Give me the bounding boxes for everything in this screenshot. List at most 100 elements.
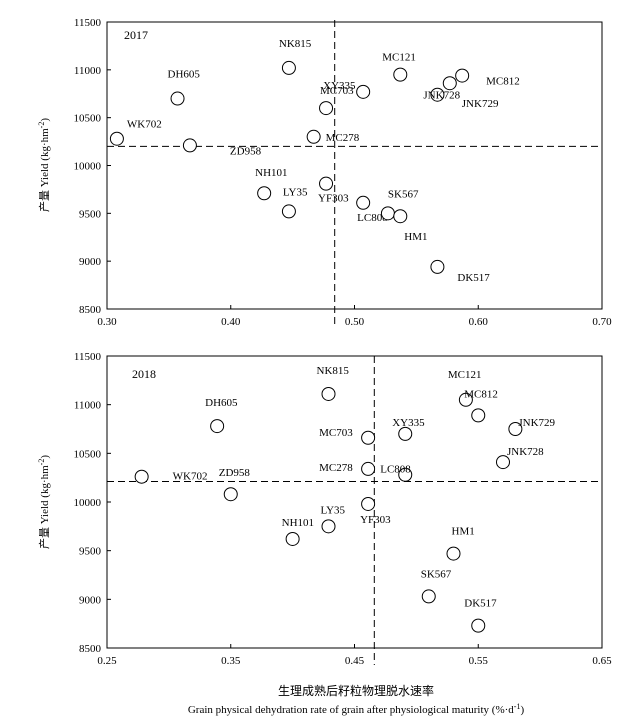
x-tick-label: 0.60 xyxy=(469,316,489,328)
data-label-wk702: WK702 xyxy=(173,471,208,483)
data-label-mc703: MC703 xyxy=(320,85,354,97)
data-point-jnk728 xyxy=(496,455,510,470)
x-axis-title-en: Grain physical dehydration rate of grain… xyxy=(188,702,525,716)
data-point-yf303 xyxy=(319,176,334,191)
y-axis-title-sup: -2 xyxy=(37,459,46,466)
point-group: WK702 ZD958 DH605 NK815 NH101 LY35 YF303 MC278 M… xyxy=(134,365,556,633)
data-point-mc703 xyxy=(319,101,334,116)
data-point-zd958 xyxy=(223,487,238,502)
x-tick-label: 0.45 xyxy=(345,655,365,667)
data-label-xy335: XY335 xyxy=(323,80,356,92)
data-label-nk815: NK815 xyxy=(317,365,350,377)
data-point-mc703 xyxy=(361,430,376,445)
panel-2018: 2018 0.25 0.35 0.45 0.55 0.65 8500 9000 9500 100… xyxy=(37,351,612,667)
x-tick-label: 0.65 xyxy=(592,655,612,667)
data-point-yf303 xyxy=(361,496,376,511)
y-axis-title-cn: 产量 xyxy=(37,527,51,549)
data-label-mc121: MC121 xyxy=(382,52,416,64)
data-point-mc278 xyxy=(306,129,321,144)
data-label-mc812: MC812 xyxy=(486,76,520,88)
point-group: WK702 DH605 ZD958 NK815 NH101 LY35 MC278 YF303 M… xyxy=(109,38,520,284)
data-point-dh605 xyxy=(170,91,185,106)
y-tick-label: 9000 xyxy=(79,256,102,268)
data-point-mc278 xyxy=(361,461,376,476)
panel-year-label: 2018 xyxy=(132,367,156,381)
data-label-sk567: SK567 xyxy=(421,568,452,580)
data-point-jnk729 xyxy=(442,76,457,91)
x-axis-title-en-text: Grain physical dehydration rate of grain… xyxy=(188,704,514,716)
data-point-dk517 xyxy=(430,259,445,274)
data-label-mc121: MC121 xyxy=(448,369,482,381)
data-point-mc121 xyxy=(393,67,408,82)
y-axis-title: 产量 Yield (kg·hm-2) xyxy=(37,118,51,212)
y-tick-label: 11000 xyxy=(74,65,102,77)
data-label-hm1: HM1 xyxy=(452,526,475,538)
data-label-yf303: YF303 xyxy=(360,514,391,526)
data-point-nk815 xyxy=(321,386,336,401)
data-point-ly35 xyxy=(281,204,296,219)
data-label-mc278: MC278 xyxy=(319,462,353,474)
data-point-lc808 xyxy=(356,195,371,210)
data-point-wk702 xyxy=(109,131,124,146)
data-label-dk517: DK517 xyxy=(457,272,490,284)
y-axis-title-sup: -2 xyxy=(37,122,46,129)
x-tick-label: 0.25 xyxy=(97,655,117,667)
y-tick-label: 11500 xyxy=(74,351,102,363)
data-point-lc808 xyxy=(398,467,413,482)
data-label-nk815: NK815 xyxy=(279,38,312,50)
data-label-dk517: DK517 xyxy=(464,598,497,610)
data-point-dk517 xyxy=(471,618,486,633)
data-point-jnk729 xyxy=(508,422,523,436)
data-point-jnk728 xyxy=(430,87,445,102)
data-point-mc812 xyxy=(455,68,470,83)
data-label-ly35: LY35 xyxy=(321,504,346,516)
data-label-mc812: MC812 xyxy=(464,388,498,400)
x-axis-title-en-close: ) xyxy=(520,704,524,716)
plot-frame-2018 xyxy=(106,355,603,649)
data-label-dh605: DH605 xyxy=(205,397,238,409)
y-tick-label: 11000 xyxy=(74,400,102,412)
data-point-nk815 xyxy=(281,60,296,75)
y-tick-label: 11500 xyxy=(74,17,102,29)
data-label-sk567: SK567 xyxy=(388,188,419,200)
data-point-hm1 xyxy=(393,209,408,224)
y-tick-label: 10500 xyxy=(74,448,102,460)
data-point-xy335 xyxy=(398,426,413,441)
data-label-hm1: HM1 xyxy=(404,231,427,243)
data-point-mc121 xyxy=(458,392,473,407)
data-label-mc278: MC278 xyxy=(326,132,360,144)
data-point-wk702 xyxy=(134,469,149,484)
data-point-hm1 xyxy=(446,546,461,561)
plot-frame-2017 xyxy=(106,21,603,310)
y-axis-title-cn: 产量 xyxy=(37,190,51,212)
data-point-nh101 xyxy=(285,531,300,546)
y-axis-title: 产量 Yield (kg·hm-2) xyxy=(37,455,51,549)
data-label-mc703: MC703 xyxy=(319,427,353,439)
x-tick-label: 0.55 xyxy=(469,655,489,667)
x-axis-title-en-sup: -1 xyxy=(514,702,521,711)
data-label-dh605: DH605 xyxy=(168,69,201,81)
y-tick-label: 9000 xyxy=(79,594,102,606)
data-label-jnk728: JNK728 xyxy=(423,90,460,102)
data-point-sk567 xyxy=(380,206,395,221)
y-axis-title-en: Yield (kg·hm xyxy=(39,465,51,524)
x-tick-label: 0.70 xyxy=(592,316,612,328)
data-point-xy335 xyxy=(356,84,371,99)
data-label-zd958: ZD958 xyxy=(219,467,251,479)
data-label-lc808: LC808 xyxy=(380,464,411,476)
y-tick-label: 10000 xyxy=(74,497,102,509)
y-tick-label: 8500 xyxy=(79,643,102,655)
y-tick-label: 10000 xyxy=(74,161,102,173)
tick-group: 0.30 0.40 0.50 0.60 0.70 8500 9000 9500 10000 105… xyxy=(74,17,613,328)
data-point-mc812 xyxy=(471,408,486,423)
y-tick-label: 9500 xyxy=(79,208,102,220)
data-label-jnk728: JNK728 xyxy=(507,446,544,458)
data-label-yf303: YF303 xyxy=(318,193,349,205)
panel-2017: 2017 0.30 0.40 0.50 0.60 0.70 8500 9000 9500 100… xyxy=(37,17,612,328)
data-point-nh101 xyxy=(257,186,272,201)
y-axis-title-close: ) xyxy=(39,118,51,122)
data-label-zd958: ZD958 xyxy=(230,145,262,157)
data-point-dh605 xyxy=(210,419,225,434)
data-label-wk702: WK702 xyxy=(127,119,162,131)
